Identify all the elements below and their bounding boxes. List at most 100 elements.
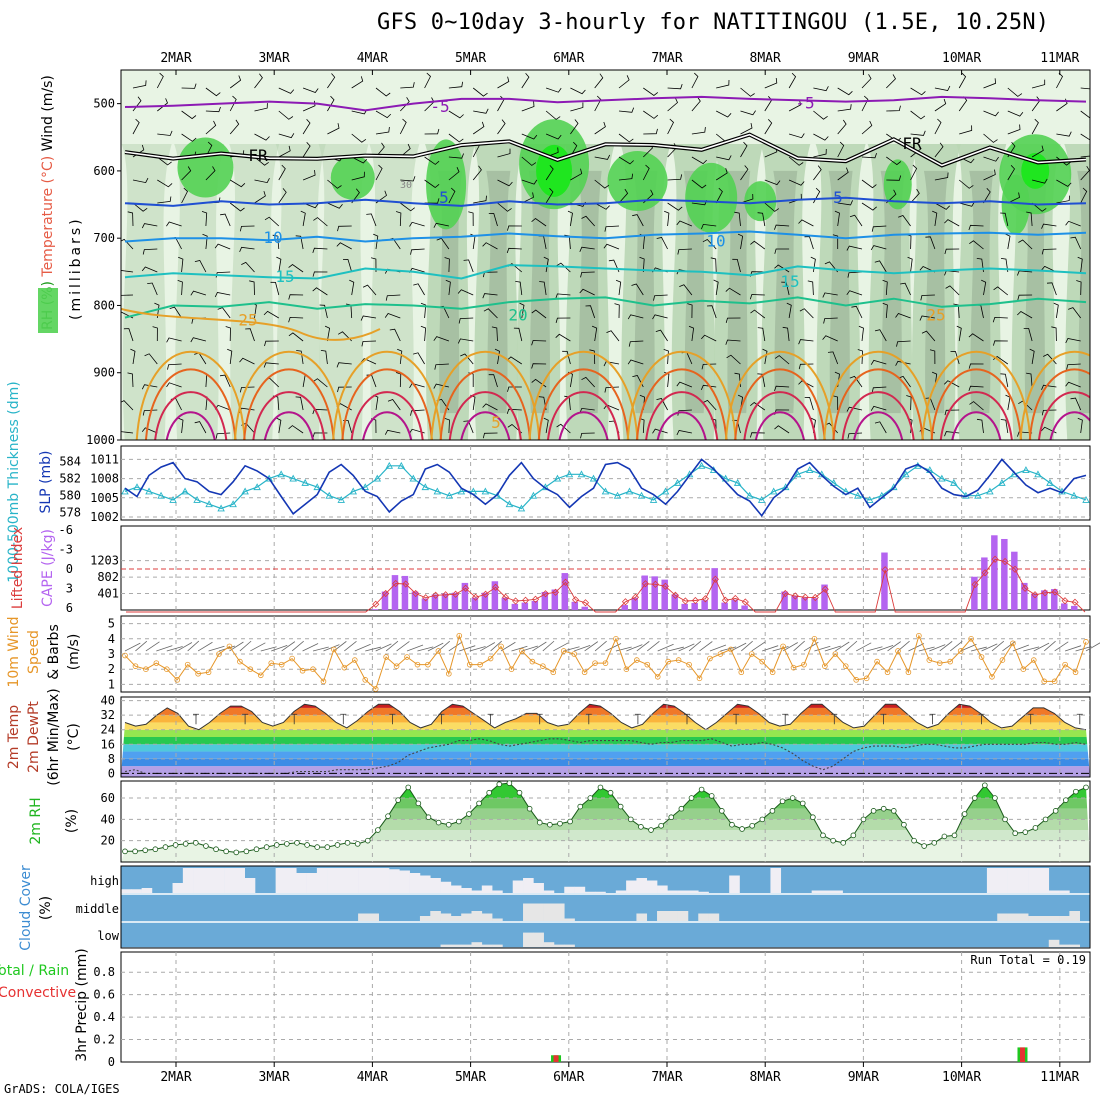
wind-speed-marker xyxy=(1062,661,1068,668)
warm-arch-contour xyxy=(448,391,522,440)
thickness-marker xyxy=(613,491,622,499)
lifted-marker xyxy=(731,594,739,603)
cape-bar xyxy=(631,597,638,610)
rh-marker xyxy=(364,837,371,844)
wind-barb xyxy=(713,279,719,296)
wind-barb xyxy=(900,282,911,296)
rh-marker xyxy=(911,837,917,844)
cloud-high-bar xyxy=(193,868,204,893)
lifted-tick-label: 6 xyxy=(66,601,73,615)
cape-bar xyxy=(431,594,439,610)
wind-barb xyxy=(1041,265,1057,273)
wind-barb xyxy=(1077,417,1083,434)
wind-barb-10m xyxy=(135,640,148,652)
wind-barb xyxy=(627,314,644,320)
cloud-high-bar xyxy=(224,868,235,893)
rh-marker xyxy=(375,827,381,833)
thickness-marker xyxy=(805,466,814,474)
wind-barb xyxy=(1046,282,1057,296)
wind-barb xyxy=(701,363,717,370)
wind-barb xyxy=(906,395,912,411)
lifted-ylabel: Lifted Index xyxy=(10,527,26,609)
thickness-marker xyxy=(481,487,490,495)
lifted-marker xyxy=(571,596,580,604)
ylabel-temp: Temperature (°C) xyxy=(40,156,56,278)
wind-barb xyxy=(254,156,269,166)
warm-arch-contour xyxy=(350,391,424,440)
wind-barb xyxy=(360,315,377,321)
contour-10 xyxy=(124,230,1087,243)
wind-barb xyxy=(691,96,701,112)
minmax-whisker xyxy=(438,713,445,725)
rh-marker xyxy=(1052,808,1059,814)
warm-arch-contour xyxy=(823,350,934,440)
cloud-middle-bar xyxy=(1028,916,1039,921)
warm-arch-contour xyxy=(460,411,511,440)
temp-ylabel-3: (6hr Min/Max) xyxy=(46,688,62,785)
thickness-marker xyxy=(637,491,646,499)
thickness-marker xyxy=(517,504,526,512)
warm-arch-contour xyxy=(252,391,326,440)
wind-barb-10m xyxy=(668,646,684,652)
rh-marker xyxy=(1002,816,1008,823)
rh-plume xyxy=(174,144,225,440)
lifted-marker xyxy=(981,569,989,577)
cloud-high-bar xyxy=(378,868,390,893)
wind-barb xyxy=(871,386,887,393)
warm-arch-contour xyxy=(853,411,904,440)
wind-speed-marker xyxy=(550,669,557,676)
wind-barb xyxy=(1041,248,1057,255)
thickness-marker xyxy=(529,491,538,499)
thickness-marker xyxy=(854,491,862,499)
cloud-high-bar xyxy=(182,868,194,893)
minmax-whisker xyxy=(1076,713,1083,725)
wind-barb xyxy=(433,336,450,342)
wind-barb xyxy=(362,284,377,296)
wind-barb xyxy=(798,363,814,370)
wind-barb xyxy=(395,372,402,388)
date-tick-top: 5MAR xyxy=(455,51,486,66)
wind-barb xyxy=(618,133,634,143)
rh-marker xyxy=(476,800,482,807)
wind-barb-10m xyxy=(772,646,789,652)
wind-barb xyxy=(1070,397,1082,411)
wind-barb xyxy=(579,407,595,414)
wind-speed-marker xyxy=(884,669,891,676)
thickness-tick-label: 582 xyxy=(59,472,81,486)
wind-barb xyxy=(832,395,839,411)
temp-color-band xyxy=(121,704,1090,708)
cloud-high-bar xyxy=(667,890,678,893)
cloud-middle-bar xyxy=(1007,913,1019,921)
wind-barb xyxy=(846,245,863,251)
wind-barb xyxy=(531,217,547,227)
cloud-high-bar xyxy=(657,885,668,893)
wind-speed-marker xyxy=(968,635,974,642)
cape-tick-label: 802 xyxy=(97,570,119,584)
thickness-ylabel: 1000-500mb Thickness (dm) xyxy=(6,381,22,582)
wind-barb xyxy=(687,303,693,319)
wind-barb xyxy=(445,279,451,296)
rh-marker xyxy=(587,795,594,801)
cloud-high-bar xyxy=(595,891,606,893)
wind-barb xyxy=(156,72,164,89)
precip-tick-label: 0.4 xyxy=(93,1010,115,1024)
thickness-marker xyxy=(866,495,874,503)
rh-high-cell xyxy=(177,137,234,198)
wind-barb xyxy=(278,145,291,158)
thickness-tick-label: 584 xyxy=(59,455,81,469)
temp-color-band xyxy=(121,766,1090,777)
cloud-high-bar xyxy=(399,870,410,893)
wind-barb xyxy=(804,397,814,411)
rh-marker xyxy=(901,821,907,828)
wind-barb-10m xyxy=(344,640,357,652)
cape-bar xyxy=(971,576,978,610)
thickness-marker xyxy=(145,487,153,495)
lifted-marker xyxy=(502,593,510,601)
wind-speed-marker xyxy=(811,635,818,642)
wind-barb xyxy=(239,357,255,365)
cape-bar xyxy=(1031,593,1038,610)
wind-barb-10m xyxy=(887,641,901,652)
cloud-high-bar xyxy=(821,890,833,893)
wind-barb xyxy=(336,242,352,250)
wind-barb xyxy=(737,233,744,250)
